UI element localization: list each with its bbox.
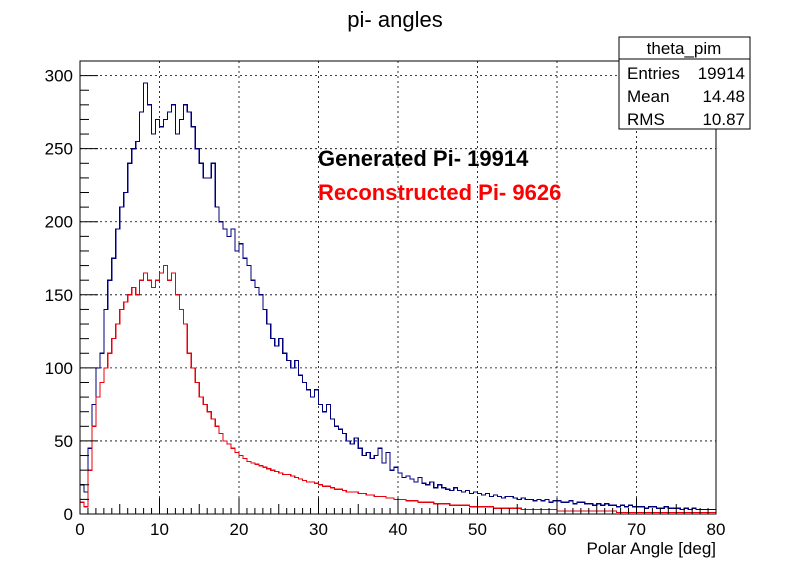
series-layer: [79, 82, 717, 514]
y-tick-label: 150: [45, 286, 73, 305]
stats-entries-label: Entries: [627, 64, 680, 83]
grid: [80, 61, 716, 514]
x-tick-label: 0: [75, 520, 84, 539]
x-tick-label: 30: [309, 520, 328, 539]
y-tick-label: 250: [45, 140, 73, 159]
annotation-generated: Generated Pi- 19914: [318, 146, 529, 171]
y-tick-label: 100: [45, 359, 73, 378]
axis-ticks: [79, 60, 717, 515]
stats-entries-value: 19914: [698, 64, 745, 83]
stats-mean-label: Mean: [627, 87, 670, 106]
stats-box: theta_pim Entries 19914 Mean 14.48 RMS 1…: [618, 36, 751, 130]
x-axis-label: Polar Angle [deg]: [587, 539, 716, 558]
x-tick-label: 80: [707, 520, 726, 539]
x-tick-label: 10: [150, 520, 169, 539]
stats-rms-label: RMS: [627, 110, 665, 129]
annotation-reconstructed: Reconstructed Pi- 9626: [318, 180, 561, 205]
x-tick-label: 20: [230, 520, 249, 539]
histogram-series-0: [79, 82, 717, 514]
y-tick-label: 200: [45, 213, 73, 232]
stats-mean-value: 14.48: [702, 87, 745, 106]
y-tick-label: 0: [64, 505, 73, 524]
chart-title: pi- angles: [347, 7, 442, 32]
x-tick-label: 70: [627, 520, 646, 539]
stats-rms-value: 10.87: [702, 110, 745, 129]
stats-box-frame: [618, 36, 751, 130]
x-tick-label: 60: [548, 520, 567, 539]
x-tick-label: 50: [468, 520, 487, 539]
y-tick-label: 50: [54, 432, 73, 451]
y-tick-label: 300: [45, 67, 73, 86]
tick-labels: 0 10 20 30 40 50 60 70 80 0 50 100 150 200 250 300: [45, 67, 726, 539]
histogram-series-1: [79, 264, 717, 514]
x-tick-label: 40: [389, 520, 408, 539]
stats-box-title: theta_pim: [647, 39, 722, 58]
